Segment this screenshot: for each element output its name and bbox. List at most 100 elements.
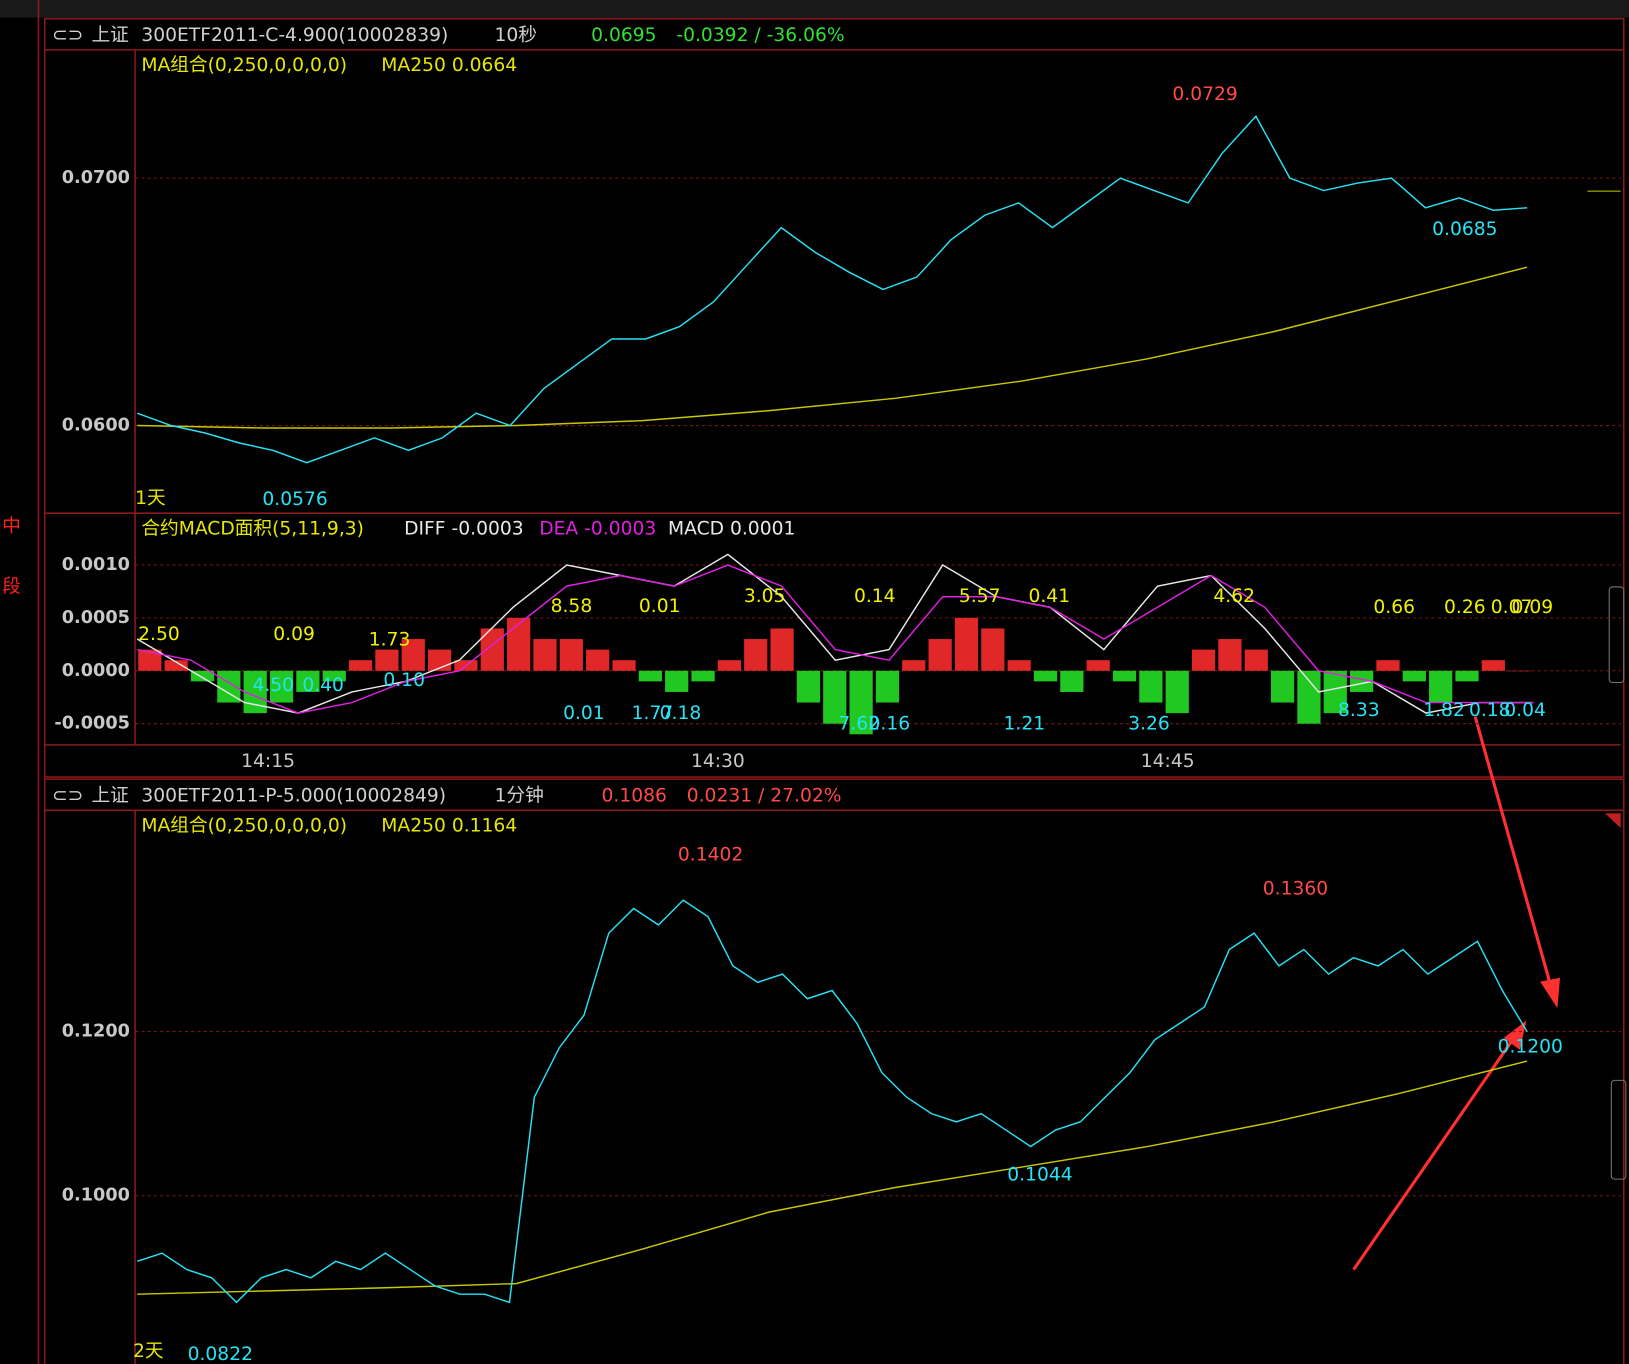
- period-selector[interactable]: 1分钟: [495, 785, 544, 806]
- area-label: 4.50: [252, 675, 294, 696]
- market: 上证: [91, 25, 128, 46]
- macd-bar: [1244, 649, 1268, 671]
- macd-bar: [981, 628, 1005, 671]
- ma250-line: [137, 1060, 1528, 1295]
- macd-bar: [1086, 660, 1110, 671]
- macd-bar: [138, 649, 162, 671]
- y-tick-label: 0.0600: [62, 416, 130, 436]
- area-label: 0.07: [1491, 597, 1533, 618]
- macd-bar: [559, 639, 583, 671]
- price-annotation: 0.1360: [1263, 879, 1328, 900]
- price-annotation: 0.1044: [1007, 1164, 1072, 1185]
- macd-bar: [1033, 670, 1058, 682]
- area-label: 3.05: [744, 586, 786, 607]
- area-label: 0.09: [1512, 597, 1554, 618]
- x-tick-label: 14:15: [241, 751, 295, 772]
- range-label: 1天: [135, 488, 166, 509]
- macd-bar: [190, 670, 215, 682]
- area-label: 0.09: [273, 624, 315, 645]
- area-label: 4.62: [1213, 586, 1255, 607]
- price-line: [136, 115, 1528, 464]
- link-icon[interactable]: ⊂⊃: [52, 25, 83, 46]
- macd-bar: [902, 660, 926, 671]
- macd-bar: [1402, 670, 1426, 682]
- area-label: 0.26: [1444, 597, 1486, 618]
- x-tick-label: 14:30: [691, 751, 745, 772]
- macd-bar: [375, 649, 399, 671]
- link-icon[interactable]: ⊂⊃: [52, 785, 83, 806]
- area-label: 0.18: [660, 703, 702, 724]
- macd-bar: [243, 670, 267, 714]
- ma-value: MA250 0.1164: [381, 815, 517, 836]
- top-bar: [0, 0, 1629, 18]
- area-label: 8.33: [1338, 700, 1380, 721]
- macd-bar: [1007, 660, 1031, 671]
- y-tick-label: 0.1200: [62, 1022, 130, 1042]
- side-text: 段: [2, 576, 21, 597]
- area-label: 0.16: [868, 714, 910, 735]
- range-label: 2天: [133, 1341, 164, 1362]
- price: 0.0695: [591, 25, 656, 46]
- macd-bar: [1508, 670, 1532, 672]
- diff-value: DIFF -0.0003: [404, 518, 523, 539]
- price-annotation: 0.0822: [188, 1344, 253, 1364]
- area-label: 1.77: [632, 703, 674, 724]
- macd-bar: [1060, 670, 1084, 692]
- frames: [37, 0, 1625, 1364]
- macd-bar: [269, 670, 294, 703]
- macd-bar: [533, 639, 557, 671]
- diff-line: [136, 553, 1534, 714]
- area-label: 0.40: [302, 675, 344, 696]
- macd-bar: [1191, 649, 1216, 671]
- area-label: 3.26: [1128, 714, 1170, 735]
- macd-bar: [954, 617, 979, 671]
- macd-bar: [480, 628, 504, 671]
- macd-bar: [691, 670, 715, 682]
- area-label: 0.66: [1373, 597, 1415, 618]
- macd-bar: [1429, 670, 1453, 703]
- ma250-line: [137, 266, 1528, 429]
- ma-selector[interactable]: MA组合(0,250,0,0,0,0): [141, 55, 347, 76]
- scrollbar[interactable]: [1608, 586, 1625, 684]
- macd-bar: [717, 660, 741, 671]
- area-label: 1.21: [1004, 714, 1046, 735]
- price-annotation: 0.1200: [1498, 1037, 1563, 1058]
- macd-bar: [164, 660, 188, 671]
- macd-selector[interactable]: 合约MACD面积(5,11,9,3): [141, 518, 364, 539]
- annotation-arrows: [1352, 716, 1561, 1271]
- macd-bar: [1218, 639, 1242, 671]
- area-label: 0.10: [383, 670, 425, 691]
- symbol: 300ETF2011-P-5.000(10002849): [141, 785, 446, 806]
- macd-bar: [348, 660, 373, 671]
- macd-bar: [1481, 660, 1505, 671]
- y-tick-label: -0.0005: [54, 714, 129, 734]
- corner-marker: [1605, 813, 1621, 828]
- macd-bar: [744, 639, 768, 671]
- area-label: 0.01: [563, 703, 605, 724]
- macd-bar: [928, 639, 952, 671]
- change: 0.0231 / 27.02%: [687, 785, 842, 806]
- macd-bar: [612, 660, 636, 671]
- price-line: [136, 899, 1528, 1304]
- ma-selector[interactable]: MA组合(0,250,0,0,0,0): [141, 815, 347, 836]
- change: -0.0392 / -36.06%: [676, 25, 844, 46]
- symbol: 300ETF2011-C-4.900(10002839): [141, 25, 448, 46]
- side-text: 中: [2, 516, 21, 537]
- area-label: 0.18: [1469, 700, 1511, 721]
- period-selector[interactable]: 10秒: [495, 25, 537, 46]
- macd-bar: [770, 628, 794, 671]
- macd-bar: [1350, 670, 1374, 692]
- macd-bar: [1323, 670, 1347, 714]
- price-annotation: 0.0685: [1432, 219, 1497, 240]
- area-label: 0.14: [854, 586, 896, 607]
- macd-bar: [796, 670, 821, 703]
- area-label: 0.04: [1504, 700, 1546, 721]
- y-tick-label: 0.0000: [62, 661, 130, 681]
- macd-bar: [1139, 670, 1163, 703]
- macd-bar: [665, 670, 689, 692]
- macd-bar: [1455, 670, 1479, 682]
- scrollbar[interactable]: [1610, 1079, 1627, 1180]
- price-annotation: 0.0729: [1172, 84, 1237, 105]
